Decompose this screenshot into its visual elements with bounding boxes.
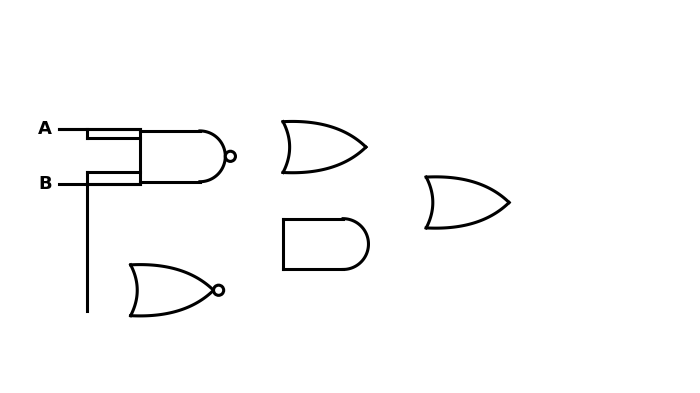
Circle shape (225, 151, 235, 162)
Text: A: A (38, 119, 52, 138)
Text: B: B (38, 175, 52, 193)
Circle shape (214, 285, 224, 295)
